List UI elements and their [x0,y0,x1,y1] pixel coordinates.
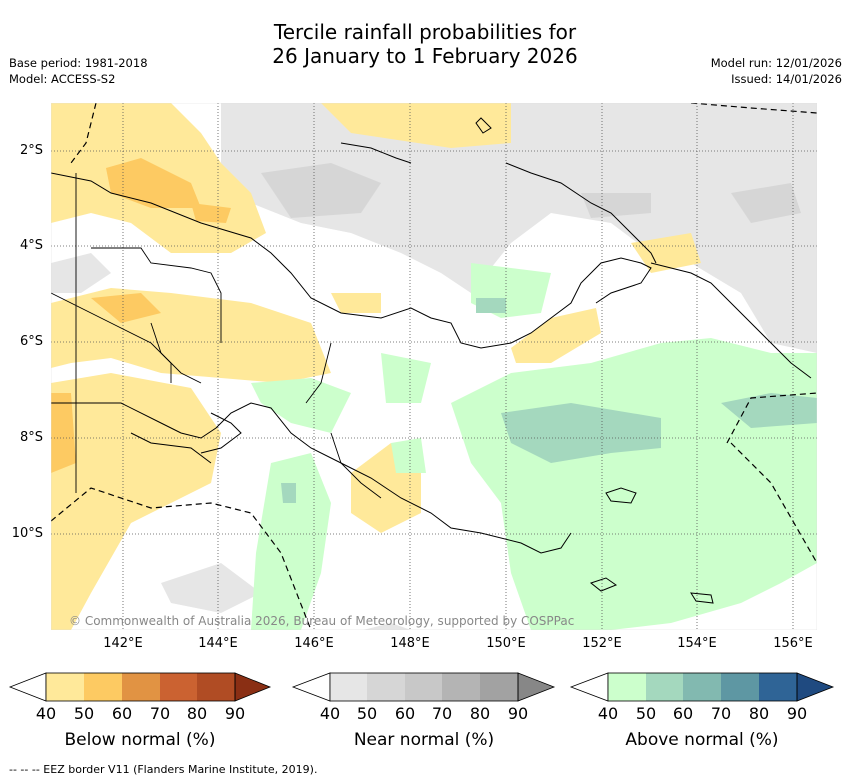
cb-above-swatch-4 [721,673,759,701]
cb-below-tick-50: 50 [73,704,95,723]
cb-near-swatch-3 [405,673,442,701]
model-run: Model run: 12/01/2026 [710,56,842,70]
title-line-2: 26 January to 1 February 2026 [272,44,578,68]
cb-above-swatch-3 [683,673,721,701]
colorbars [8,672,835,702]
rainfall-map [51,103,817,630]
below-normal-darker [51,158,231,473]
lat-label-4s: 4°S [19,238,43,253]
title-line-1: Tercile rainfall probabilities for [273,20,577,44]
cb-below-tick-80: 80 [186,704,208,723]
cb-above-tick-40: 40 [597,704,619,723]
cb-above-swatch-2 [646,673,683,701]
cb-near-tick-90: 90 [507,704,529,723]
near-normal-darker [261,163,801,223]
cb-below-swatch-1 [46,673,84,701]
colorbar-above-normal [569,672,835,702]
cb-below-tick-60: 60 [111,704,133,723]
lon-label-152e: 152°E [582,636,622,651]
cb-above-end [796,672,835,702]
eez-border [51,103,817,630]
colorbar-near-normal [291,672,556,702]
cb-above-tick-80: 80 [748,704,770,723]
lon-label-154e: 154°E [677,636,717,651]
base-period: Base period: 1981-2018 [9,56,148,70]
colorbar-below-normal [8,672,272,702]
cb-above-tick-90: 90 [786,704,808,723]
cb-below-tick-70: 70 [149,704,171,723]
lon-gridlines [122,103,794,630]
cb-below-swatch-3 [122,673,160,701]
cb-below-label: Below normal (%) [64,730,216,750]
lon-label-156e: 156°E [773,636,813,651]
cb-near-end [517,672,556,702]
lat-label-6s: 6°S [19,334,43,349]
cb-near-tick-40: 40 [319,704,341,723]
cb-below-swatch-4 [160,673,197,701]
cb-near-tick-80: 80 [469,704,491,723]
cb-near-swatch-1 [330,673,367,701]
model-name: Model: ACCESS-S2 [9,72,116,86]
cb-below-start [8,672,47,702]
near-normal-regions [51,103,817,630]
issued-date: Issued: 14/01/2026 [731,72,842,86]
lat-label-10s: 10°S [11,526,43,541]
lon-label-144e: 144°E [198,636,238,651]
cb-near-tick-60: 60 [394,704,416,723]
cb-near-swatch-2 [367,673,405,701]
cb-below-swatch-5 [197,673,235,701]
coastlines [51,117,812,604]
lon-label-148e: 148°E [390,636,430,651]
cb-above-tick-60: 60 [672,704,694,723]
cb-near-swatch-5 [480,673,518,701]
borders [51,173,382,499]
lat-label-8s: 8°S [19,430,43,445]
cb-near-label: Near normal (%) [353,730,495,750]
meta-right: Model run: 12/01/2026 Issued: 14/01/2026 [711,55,842,87]
cb-above-tick-70: 70 [710,704,732,723]
cb-below-tick-90: 90 [224,704,246,723]
cb-below-tick-40: 40 [35,704,57,723]
cb-below-swatch-2 [84,673,122,701]
lon-label-146e: 146°E [294,636,334,651]
cb-near-tick-50: 50 [356,704,378,723]
above-normal-darker [281,298,817,503]
map-title: Tercile rainfall probabilities for 26 Ja… [0,20,850,68]
cb-above-start [569,672,609,702]
copyright-text: © Commonwealth of Australia 2026, Bureau… [69,614,575,628]
cb-above-swatch-1 [608,673,646,701]
cb-above-tick-50: 50 [635,704,657,723]
cb-near-swatch-4 [442,673,480,701]
lat-label-2s: 2°S [19,143,43,158]
eez-footnote: -- -- -- EEZ border V11 (Flanders Marine… [9,763,318,776]
cb-above-label: Above normal (%) [625,730,779,750]
lon-label-150e: 150°E [486,636,526,651]
cb-above-swatch-5 [759,673,797,701]
cb-below-end [234,672,272,702]
meta-left: Base period: 1981-2018 Model: ACCESS-S2 [9,55,148,87]
cb-near-tick-70: 70 [431,704,453,723]
lon-label-142e: 142°E [103,636,143,651]
cb-near-start [291,672,331,702]
